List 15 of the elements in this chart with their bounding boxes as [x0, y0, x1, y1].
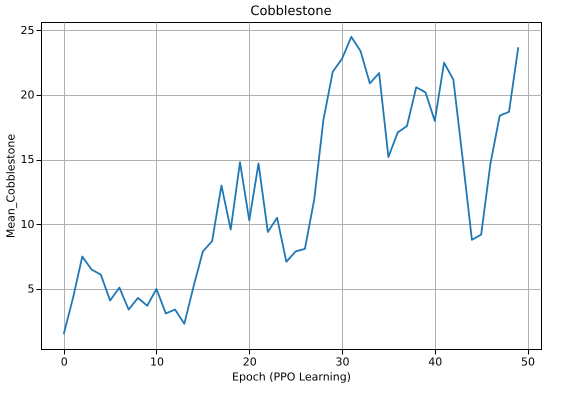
y-tick-label: 15 [20, 153, 34, 166]
x-tick-label: 0 [60, 356, 68, 368]
x-tick-label: 30 [336, 356, 350, 368]
y-tick-label: 5 [28, 282, 34, 296]
y-tick-label: 20 [20, 88, 34, 102]
x-tick-label: 40 [428, 356, 442, 368]
x-tick-label: 10 [150, 356, 164, 368]
line-series [62, 36, 520, 336]
x-tick-label: 20 [242, 356, 257, 368]
y-axis-title: Mean_Cobblestone [4, 134, 18, 238]
y-tick-label: 25 [20, 24, 34, 37]
x-axis-title: Epoch (PPO Learning) [232, 370, 351, 384]
x-tick-label: 50 [521, 356, 536, 368]
y-tick-label: 10 [20, 218, 34, 231]
chart-title: Cobblestone [250, 4, 332, 19]
